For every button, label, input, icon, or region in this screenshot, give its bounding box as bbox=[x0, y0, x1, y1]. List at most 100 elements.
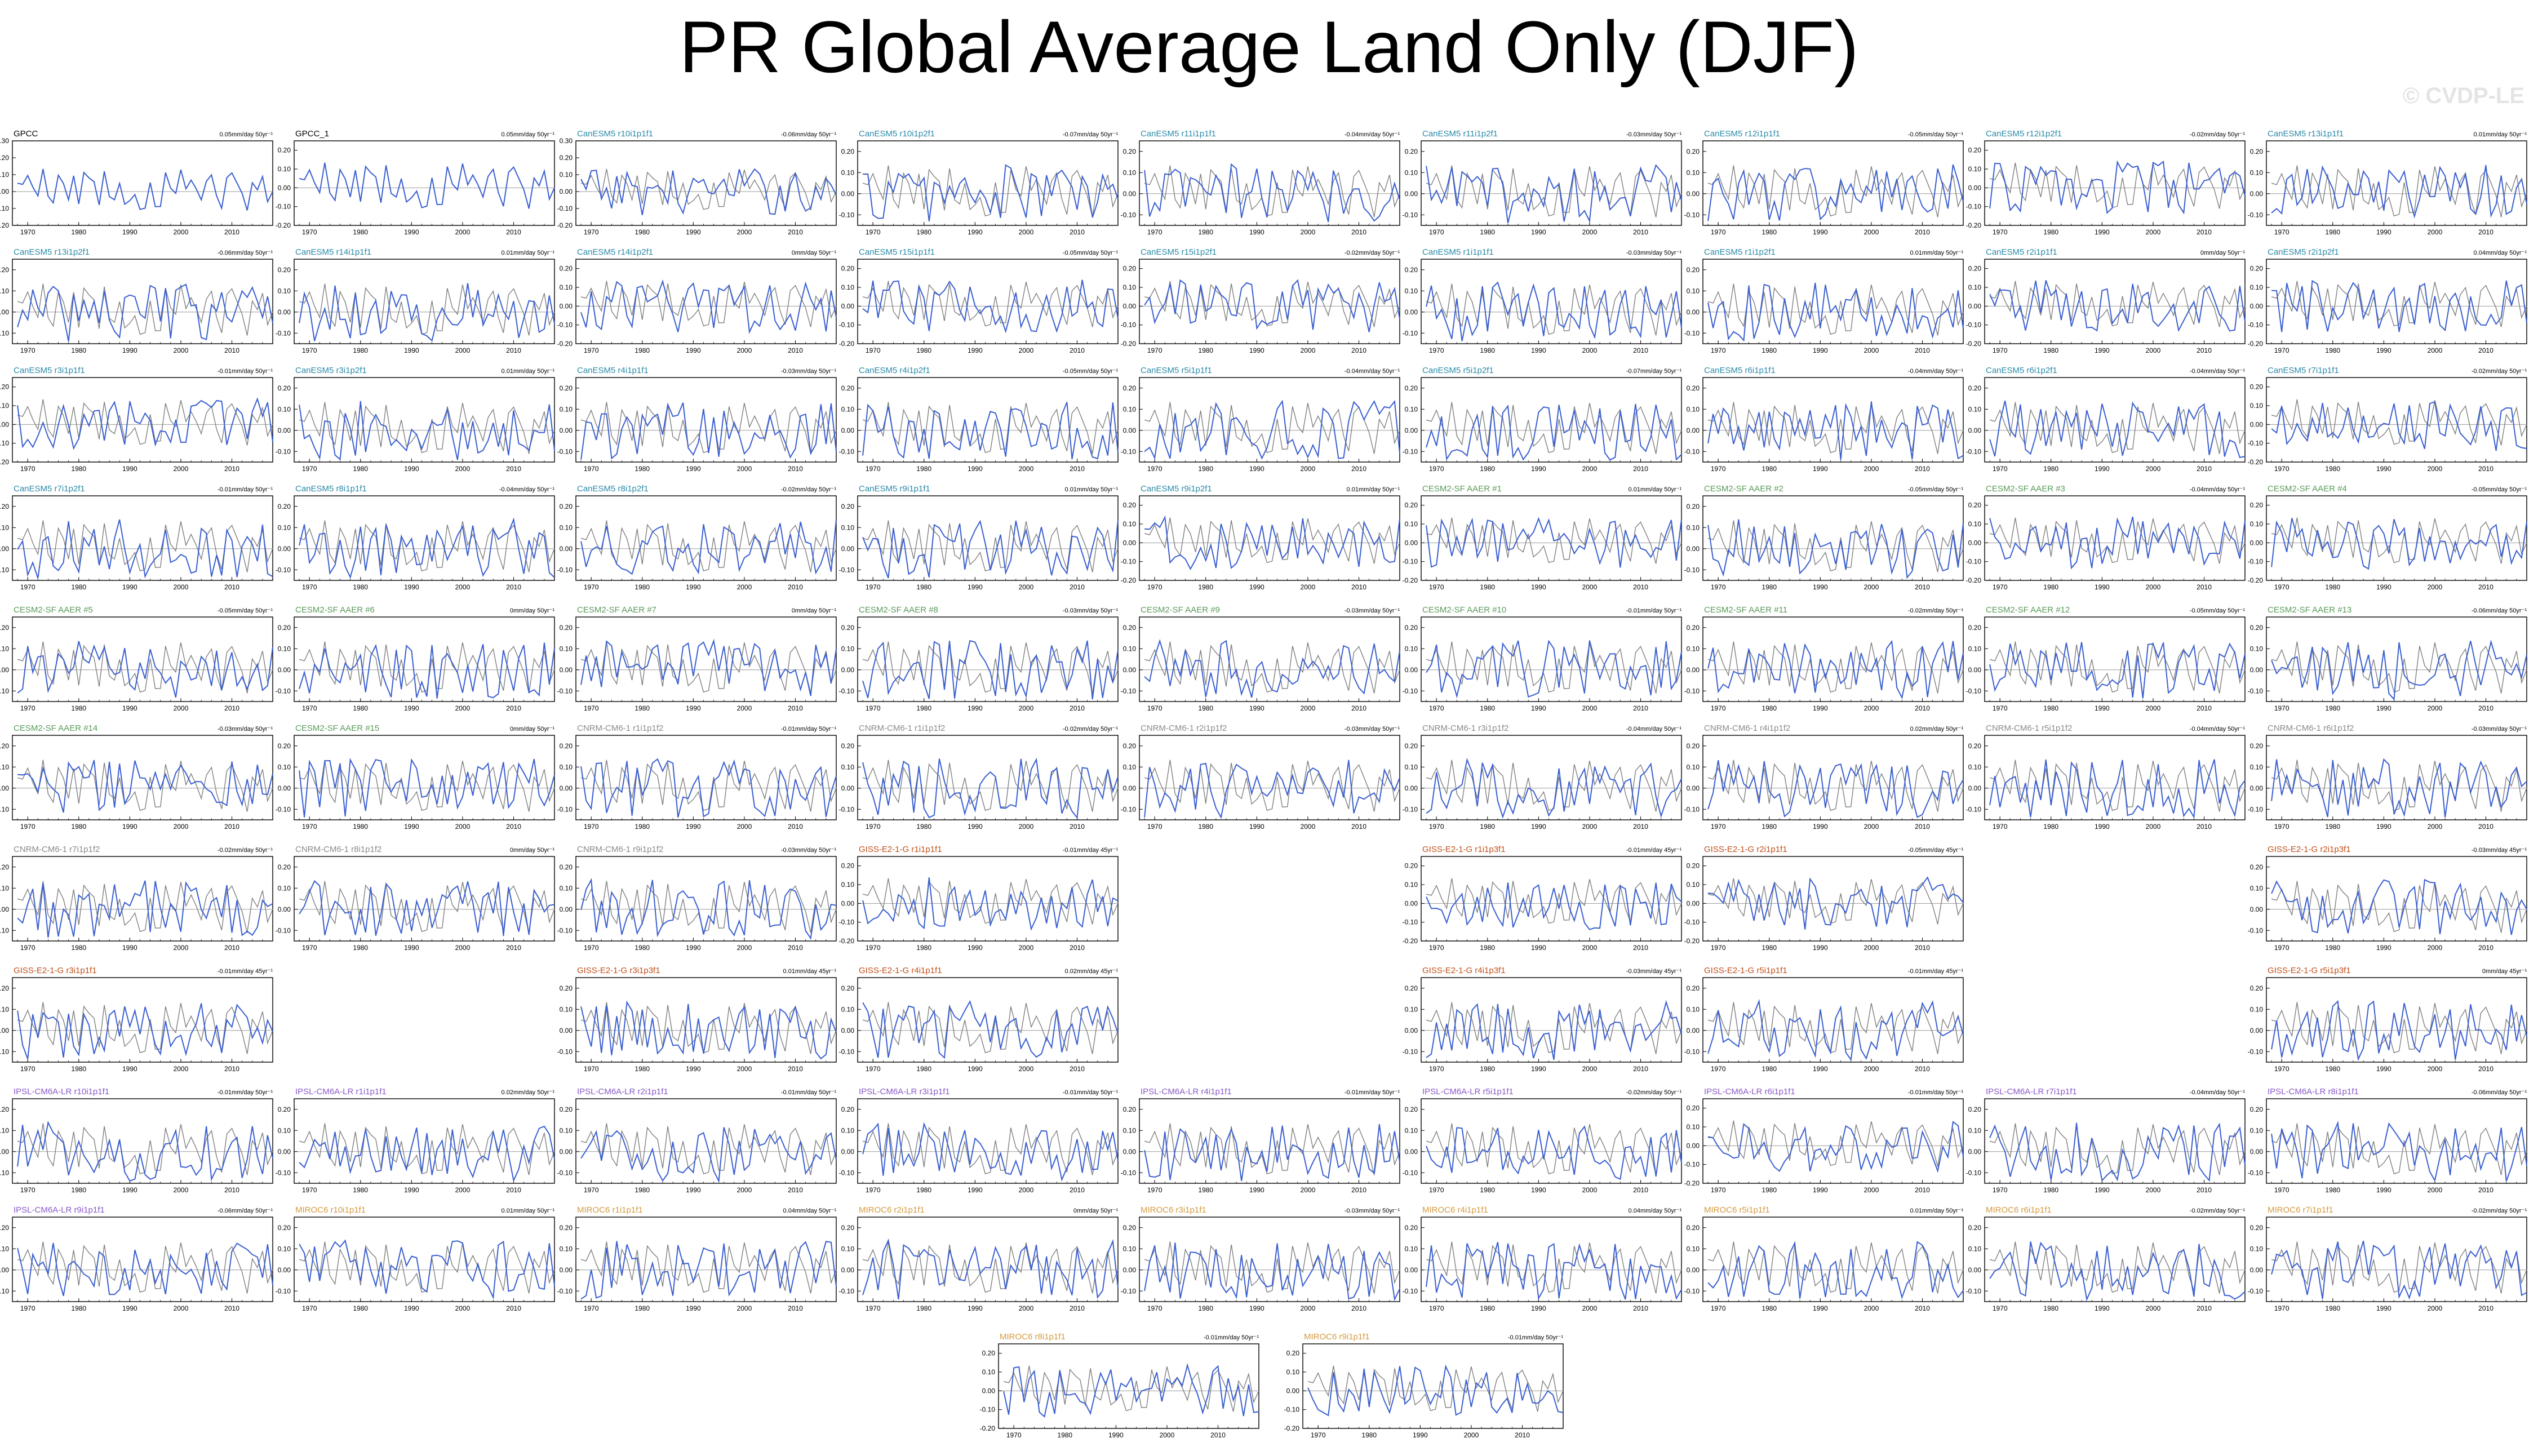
x-tick-label: 1980 bbox=[2043, 1304, 2058, 1312]
series-line-observed bbox=[580, 1241, 837, 1294]
panel-label: MIROC6 r6i1p1f1 bbox=[1986, 1205, 2052, 1215]
x-tick-label: 1980 bbox=[2325, 1186, 2340, 1194]
x-tick-label: 2010 bbox=[224, 465, 239, 473]
y-tick-label: -0.20 bbox=[1284, 1424, 1300, 1432]
chart-panel: CNRM-CM6-1 r9i1p1f2 -0.03mm/day 50yr⁻¹ 0.2… bbox=[557, 845, 837, 952]
panel-frame bbox=[2266, 856, 2527, 942]
panel-label: CanESM5 r13i1p1f1 bbox=[2268, 129, 2344, 139]
x-tick-label: 1980 bbox=[2325, 1304, 2340, 1312]
series-line-observed bbox=[580, 520, 837, 572]
series-line-observed bbox=[1307, 1365, 1564, 1412]
series-line-observed bbox=[1144, 760, 1400, 812]
x-tick-label: 2010 bbox=[1633, 228, 1648, 236]
chart-panel: CNRM-CM6-1 r8i1p1f2 0mm/day 50yr⁻¹ 0.20 0.1… bbox=[276, 845, 555, 952]
x-tick-label: 1990 bbox=[2095, 823, 2110, 831]
y-tick-label: -0.10 bbox=[1403, 805, 1418, 813]
series-line-observed bbox=[2271, 399, 2527, 446]
y-tick-label: 0.10 bbox=[841, 523, 855, 531]
series-line-model bbox=[299, 642, 555, 699]
x-tick-label: 1980 bbox=[1361, 1431, 1377, 1439]
trend-label: -0.07mm/day 50yr⁻¹ bbox=[1063, 131, 1118, 138]
trend-label: -0.03mm/day 50yr⁻¹ bbox=[781, 368, 836, 375]
series-line-model bbox=[1426, 640, 1682, 699]
y-tick-label: 0.20 bbox=[2250, 501, 2264, 509]
series-line-observed bbox=[1426, 878, 1682, 925]
x-tick-label: 1980 bbox=[353, 704, 368, 712]
y-tick-label: 0.00 bbox=[841, 545, 855, 553]
y-tick-label: 0.20 bbox=[2250, 624, 2264, 632]
y-tick-label: 0.20 bbox=[0, 984, 9, 992]
trend-label: 0mm/day 50yr⁻¹ bbox=[2200, 250, 2245, 256]
y-tick-label: 0.00 bbox=[1968, 539, 1982, 547]
y-tick-label: -0.10 bbox=[1403, 558, 1418, 566]
series-line-model bbox=[1989, 1241, 2246, 1302]
x-tick-label: 2000 bbox=[2428, 944, 2443, 952]
y-tick-label: 0.10 bbox=[1123, 1126, 1137, 1134]
x-tick-label: 1980 bbox=[353, 1186, 368, 1194]
chart-panel: MIROC6 r8i1p1f1 -0.01mm/day 50yr⁻¹ 0.20 0.1… bbox=[980, 1332, 1259, 1439]
x-tick-label: 1990 bbox=[1531, 1186, 1546, 1194]
x-tick-label: 1990 bbox=[1249, 1186, 1264, 1194]
trend-label: 0mm/day 50yr⁻¹ bbox=[510, 847, 554, 854]
y-tick-label: -0.10 bbox=[1684, 687, 1700, 695]
chart-panel: CESM2-SF AAER #6 0mm/day 50yr⁻¹ 0.20 0.10 0.… bbox=[276, 605, 555, 712]
series-line-observed bbox=[1707, 878, 1964, 925]
y-tick-label: -0.10 bbox=[276, 687, 291, 695]
x-tick-label: 1970 bbox=[1711, 465, 1726, 473]
x-tick-label: 2000 bbox=[2428, 465, 2443, 473]
y-tick-label: -0.20 bbox=[1403, 937, 1418, 945]
figure-title: PR Global Average Land Only (DJF) bbox=[679, 6, 1859, 88]
x-tick-label: 2010 bbox=[1351, 228, 1366, 236]
y-tick-label: 0.00 bbox=[2250, 539, 2264, 547]
y-tick-label: 0.10 bbox=[0, 645, 9, 652]
trend-label: -0.03mm/day 50yr⁻¹ bbox=[2472, 726, 2527, 733]
x-tick-label: 1990 bbox=[2095, 1186, 2110, 1194]
x-tick-label: 1980 bbox=[353, 228, 368, 236]
chart-panel: CNRM-CM6-1 r1i1p1f2 -0.01mm/day 50yr⁻¹ 0.2… bbox=[557, 723, 837, 831]
series-line-observed bbox=[17, 641, 273, 694]
chart-panel: CESM2-SF AAER #5 -0.05mm/day 50yr⁻¹ 0.20 0.… bbox=[0, 605, 273, 712]
panel-label: CanESM5 r1i1p1f1 bbox=[1422, 247, 1494, 257]
x-tick-label: 2000 bbox=[1019, 465, 1034, 473]
x-tick-label: 1990 bbox=[122, 583, 137, 591]
y-tick-label: 0.00 bbox=[0, 1266, 9, 1274]
y-tick-label: 0.10 bbox=[841, 645, 855, 652]
y-tick-label: -0.10 bbox=[839, 321, 855, 329]
y-tick-label: 0.00 bbox=[278, 1148, 291, 1156]
x-tick-label: 2000 bbox=[1582, 465, 1598, 473]
x-tick-label: 1970 bbox=[1993, 823, 2008, 831]
trend-label: -0.04mm/day 50yr⁻¹ bbox=[1908, 368, 1963, 375]
panel-label: IPSL-CM6A-LR r9i1p1f1 bbox=[14, 1205, 105, 1215]
chart-panel: CanESM5 r12i1p1f1 -0.05mm/day 50yr⁻¹ 0.20 0… bbox=[1684, 129, 1964, 236]
panel-label: CESM2-SF AAER #8 bbox=[859, 605, 938, 615]
series-line-model bbox=[580, 758, 837, 818]
panel-frame bbox=[294, 259, 555, 344]
y-tick-label: 0.10 bbox=[1687, 287, 1700, 295]
x-tick-label: 1980 bbox=[634, 583, 650, 591]
x-tick-label: 2000 bbox=[174, 228, 189, 236]
y-tick-label: 0.00 bbox=[278, 905, 291, 913]
y-tick-label: 0.00 bbox=[1968, 427, 1982, 434]
chart-panel: MIROC6 r7i1p1f1 -0.02mm/day 50yr⁻¹ 0.20 0.1… bbox=[2248, 1205, 2527, 1312]
y-tick-label: 0.10 bbox=[560, 884, 573, 892]
panel-frame bbox=[857, 856, 1119, 942]
x-tick-label: 1980 bbox=[634, 347, 650, 354]
y-tick-label: -0.10 bbox=[1403, 211, 1418, 219]
panel-label: CanESM5 r7i1p2f1 bbox=[14, 484, 85, 494]
y-tick-label: -0.10 bbox=[1684, 918, 1700, 926]
panel-frame bbox=[857, 977, 1119, 1063]
x-tick-label: 2010 bbox=[1915, 1065, 1930, 1073]
panel-label: CanESM5 r9i1p1f1 bbox=[859, 484, 930, 494]
series-line-observed bbox=[17, 283, 273, 336]
x-tick-label: 1970 bbox=[2274, 228, 2289, 236]
y-tick-label: -0.10 bbox=[557, 926, 573, 934]
x-tick-label: 2010 bbox=[2478, 704, 2493, 712]
y-tick-label: 0.20 bbox=[2250, 1106, 2264, 1113]
panel-frame bbox=[1984, 1098, 2246, 1184]
y-tick-label: 0.00 bbox=[560, 666, 573, 674]
series-line-observed bbox=[1426, 760, 1682, 812]
series-line-model bbox=[2271, 518, 2527, 570]
series-line-model bbox=[1144, 639, 1400, 698]
x-tick-label: 1990 bbox=[122, 944, 137, 952]
y-tick-label: 0.20 bbox=[278, 384, 291, 392]
